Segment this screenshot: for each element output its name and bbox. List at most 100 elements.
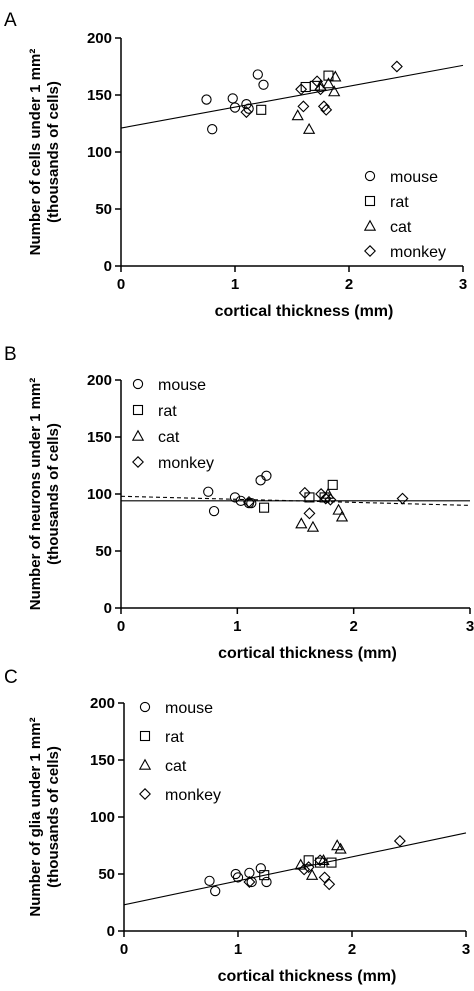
- point-monkey: [319, 492, 332, 505]
- point-cat: [332, 503, 345, 515]
- legend-marker-cat: [138, 758, 152, 770]
- x-tick-label: 3: [459, 276, 467, 293]
- point-monkey: [396, 492, 409, 505]
- legend-label-cat: cat: [158, 429, 180, 446]
- y-tick-label: 150: [90, 752, 115, 769]
- point-mouse: [203, 486, 214, 497]
- point-monkey: [295, 83, 308, 96]
- x-tick-label: 0: [120, 941, 128, 958]
- panel-label: A: [4, 10, 17, 31]
- y-tick-label: 150: [87, 429, 112, 446]
- x-tick-label: 1: [231, 276, 239, 293]
- y-tick-label: 200: [90, 695, 115, 712]
- point-monkey: [297, 100, 310, 113]
- y-tick-label: 50: [95, 201, 112, 218]
- point-mouse: [208, 505, 220, 517]
- legend-label-monkey: monkey: [165, 787, 221, 804]
- point-monkey: [303, 507, 316, 520]
- y-tick-label: 0: [104, 258, 112, 275]
- point-monkey: [317, 100, 330, 113]
- point-monkey: [318, 871, 331, 884]
- y-tick-label: 0: [107, 923, 115, 940]
- point-cat: [334, 842, 347, 854]
- point-cat: [329, 70, 342, 82]
- point-mouse: [232, 872, 244, 883]
- point-cat: [302, 122, 316, 134]
- legend-label-mouse: mouse: [165, 700, 213, 717]
- legend-label-cat: cat: [390, 219, 412, 236]
- point-rat: [327, 479, 338, 490]
- x-tick-label: 0: [117, 276, 125, 293]
- point-cat: [322, 77, 335, 89]
- point-monkey: [298, 863, 311, 876]
- x-tick-label: 0: [117, 618, 125, 635]
- legend-label-cat: cat: [165, 758, 187, 775]
- point-monkey: [243, 876, 256, 888]
- point-monkey: [302, 861, 315, 874]
- point-mouse: [255, 475, 266, 486]
- legend-label-rat: rat: [158, 403, 177, 420]
- y-tick-label: 100: [90, 809, 115, 826]
- panel-c: C 0 50 100 150 200 0 1 2 3 cortical thickness (mm)…: [4, 667, 470, 985]
- point-monkey: [320, 103, 333, 116]
- y-tick-label: 150: [87, 87, 112, 104]
- fit-line-solid: [120, 64, 464, 129]
- legend-label-rat: rat: [390, 194, 409, 211]
- point-monkey: [314, 854, 327, 867]
- x-tick-label: 1: [233, 618, 241, 635]
- point-mouse: [230, 868, 241, 880]
- point-mouse: [229, 492, 241, 503]
- point-monkey: [390, 60, 403, 73]
- point-cat: [305, 868, 319, 880]
- point-rat: [315, 857, 326, 868]
- point-monkey: [393, 834, 406, 847]
- point-mouse: [258, 79, 269, 90]
- legend: mouse rat cat monkey: [363, 169, 446, 261]
- y-tick-label: 200: [87, 30, 112, 47]
- panel-a: A 0 50 100 150 200 0 1 2 3 cortical thickness (mm)…: [4, 10, 467, 320]
- point-mouse: [204, 875, 215, 886]
- point-monkey: [242, 496, 255, 508]
- y-axis-label: Number of glia under 1 mm²(thousands of …: [27, 717, 62, 916]
- x-tick-label: 1: [234, 941, 242, 958]
- point-cat: [335, 510, 349, 522]
- legend: mouse rat cat monkey: [138, 700, 221, 804]
- point-mouse: [252, 69, 263, 80]
- point-monkey: [311, 75, 324, 88]
- legend-marker-monkey: [139, 788, 151, 800]
- point-mouse: [210, 885, 221, 897]
- legend-marker-mouse: [139, 701, 151, 713]
- x-axis-label: cortical thickness (mm): [218, 645, 397, 662]
- legend-marker-cat: [131, 429, 145, 441]
- legend-label-monkey: monkey: [390, 244, 446, 261]
- point-mouse: [201, 94, 212, 105]
- point-cat: [306, 520, 320, 532]
- point-rat: [303, 855, 314, 866]
- x-tick-label: 2: [345, 276, 353, 293]
- point-mouse: [229, 102, 241, 113]
- x-axis-label: cortical thickness (mm): [218, 968, 397, 985]
- legend-marker-rat: [364, 195, 376, 207]
- legend-marker-rat: [132, 404, 144, 416]
- point-cat: [291, 109, 304, 121]
- legend-marker-mouse: [132, 378, 144, 390]
- point-mouse: [227, 93, 238, 104]
- legend-marker-monkey: [364, 245, 376, 257]
- x-tick-label: 3: [462, 941, 470, 958]
- point-monkey: [323, 878, 336, 891]
- legend-label-monkey: monkey: [158, 455, 214, 472]
- point-monkey: [298, 486, 311, 499]
- point-rat: [259, 870, 270, 881]
- point-mouse: [255, 863, 266, 874]
- panel-b: B 0 50 100 150 200 0 1 2 3 cortical thickness (mm)…: [4, 344, 474, 662]
- legend-marker-monkey: [132, 456, 144, 468]
- y-axis-label: Number of cells under 1 mm²(thousands of…: [27, 49, 62, 256]
- fit-line-dashed: [120, 495, 471, 506]
- point-monkey: [314, 83, 327, 96]
- y-tick-label: 50: [95, 543, 112, 560]
- point-cat: [328, 85, 341, 97]
- point-mouse: [261, 876, 272, 888]
- y-tick-label: 100: [87, 486, 112, 503]
- legend-label-rat: rat: [165, 729, 184, 746]
